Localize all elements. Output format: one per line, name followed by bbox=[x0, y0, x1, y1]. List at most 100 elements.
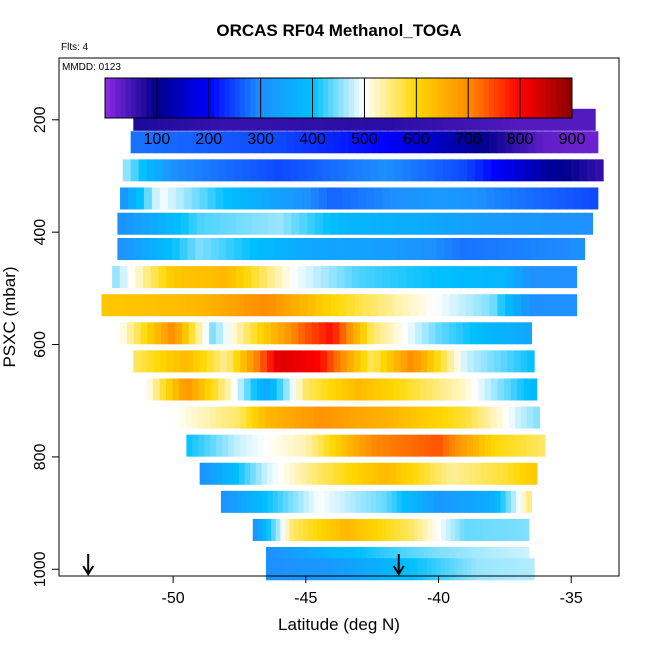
x-tick-label: -50 bbox=[162, 590, 185, 607]
heatmap-cell bbox=[183, 187, 193, 210]
heatmap-cell bbox=[468, 518, 475, 541]
heatmap-cell bbox=[480, 131, 490, 154]
heatmap-cell bbox=[473, 131, 482, 154]
heatmap-cell bbox=[473, 518, 479, 541]
heatmap-cell bbox=[279, 547, 285, 570]
heatmap-cell bbox=[531, 462, 538, 485]
heatmap-cell bbox=[270, 131, 280, 154]
heatmap-cell bbox=[502, 434, 510, 457]
heatmap-cell bbox=[207, 187, 217, 210]
heatmap-cell bbox=[413, 558, 419, 581]
heatmap-cell bbox=[410, 547, 416, 570]
colorbar-swatch bbox=[338, 78, 345, 118]
heatmap-cell bbox=[256, 108, 265, 131]
heatmap-cell bbox=[526, 187, 535, 210]
heatmap-cell bbox=[241, 490, 248, 513]
colorbar-swatch bbox=[188, 78, 194, 118]
heatmap-cell bbox=[491, 518, 498, 541]
colorbar-swatch bbox=[359, 78, 365, 118]
heatmap-cell bbox=[496, 518, 502, 541]
colorbar-swatch bbox=[213, 78, 220, 118]
heatmap-cell bbox=[484, 434, 492, 457]
heatmap-cell bbox=[257, 490, 263, 513]
heatmap-cell bbox=[455, 434, 462, 457]
heatmap-cell bbox=[459, 238, 469, 261]
heatmap-cell bbox=[312, 518, 318, 541]
heatmap-cell bbox=[423, 547, 429, 570]
heatmap-cell bbox=[479, 434, 486, 457]
x-tick-label: -45 bbox=[294, 590, 317, 607]
heatmap-cell bbox=[180, 212, 190, 235]
heatmap-cell bbox=[452, 266, 462, 289]
heatmap-cell bbox=[135, 187, 145, 210]
heatmap-cell bbox=[283, 558, 289, 581]
heatmap-cell bbox=[354, 212, 364, 235]
heatmap-cell bbox=[264, 434, 271, 457]
heatmap-cell bbox=[266, 350, 275, 373]
heatmap-cell bbox=[166, 266, 175, 289]
heatmap-cell bbox=[446, 187, 456, 210]
heatmap-cell bbox=[251, 212, 261, 235]
heatmap-cell bbox=[339, 322, 347, 345]
heatmap-cell bbox=[410, 108, 419, 131]
heatmap-cell bbox=[320, 350, 328, 373]
heatmap-cell bbox=[561, 238, 570, 261]
heatmap-cell bbox=[529, 212, 538, 235]
heatmap-cell bbox=[347, 212, 356, 235]
heatmap-cell bbox=[503, 462, 510, 485]
heatmap-cell bbox=[274, 558, 281, 581]
date-note: MMDD: 0123 bbox=[62, 62, 121, 73]
heatmap-cell bbox=[234, 238, 243, 261]
heatmap-cell bbox=[527, 406, 534, 429]
heatmap-cell bbox=[379, 462, 386, 485]
heatmap-cell bbox=[167, 187, 177, 210]
heatmap-cell bbox=[234, 159, 244, 182]
heatmap-cell bbox=[522, 238, 531, 261]
heatmap-cell bbox=[202, 159, 212, 182]
heatmap-cell bbox=[249, 238, 259, 261]
heatmap-cell bbox=[283, 462, 291, 485]
heatmap-cell bbox=[372, 131, 381, 154]
heatmap-cell bbox=[279, 558, 285, 581]
heatmap-cell bbox=[417, 558, 423, 581]
heatmap-cell bbox=[483, 238, 492, 261]
heatmap-cell bbox=[564, 108, 573, 131]
colorbar-tick-label: 400 bbox=[299, 131, 326, 148]
heatmap-cell bbox=[336, 547, 342, 570]
heatmap-cell bbox=[194, 108, 204, 131]
colorbar-swatch bbox=[125, 78, 132, 118]
heatmap-cell bbox=[241, 108, 250, 131]
heatmap-cell bbox=[426, 558, 432, 581]
heatmap-cell bbox=[289, 462, 296, 485]
heatmap-cell bbox=[264, 322, 272, 345]
heatmap-cell bbox=[312, 322, 320, 345]
heatmap-cell bbox=[202, 108, 211, 131]
heatmap-cell bbox=[524, 518, 530, 541]
heatmap-cell bbox=[565, 187, 575, 210]
heatmap-cell bbox=[426, 159, 436, 182]
heatmap-cell bbox=[300, 350, 308, 373]
heatmap-cell bbox=[449, 322, 457, 345]
heatmap-cell bbox=[233, 350, 241, 373]
heatmap-cell bbox=[112, 266, 121, 289]
heatmap-cell bbox=[354, 378, 362, 401]
heatmap-cell bbox=[553, 238, 562, 261]
heatmap-cell bbox=[364, 108, 373, 131]
heatmap-cell bbox=[371, 108, 381, 131]
heatmap-cell bbox=[579, 108, 589, 131]
heatmap-cell bbox=[386, 518, 392, 541]
heatmap-cell bbox=[239, 187, 249, 210]
heatmap-cell bbox=[188, 212, 198, 235]
heatmap-cell bbox=[401, 434, 408, 457]
heatmap-cell bbox=[582, 131, 591, 154]
heatmap-cell bbox=[418, 159, 428, 182]
colorbar-swatch bbox=[421, 78, 428, 118]
heatmap-cell bbox=[323, 212, 332, 235]
heatmap-cell bbox=[290, 266, 299, 289]
heatmap-cell bbox=[475, 238, 484, 261]
heatmap-cell bbox=[481, 294, 491, 317]
heatmap-cell bbox=[270, 434, 277, 457]
heatmap-cell bbox=[491, 462, 498, 485]
heatmap-cell bbox=[259, 294, 269, 317]
heatmap-cell bbox=[414, 547, 420, 570]
